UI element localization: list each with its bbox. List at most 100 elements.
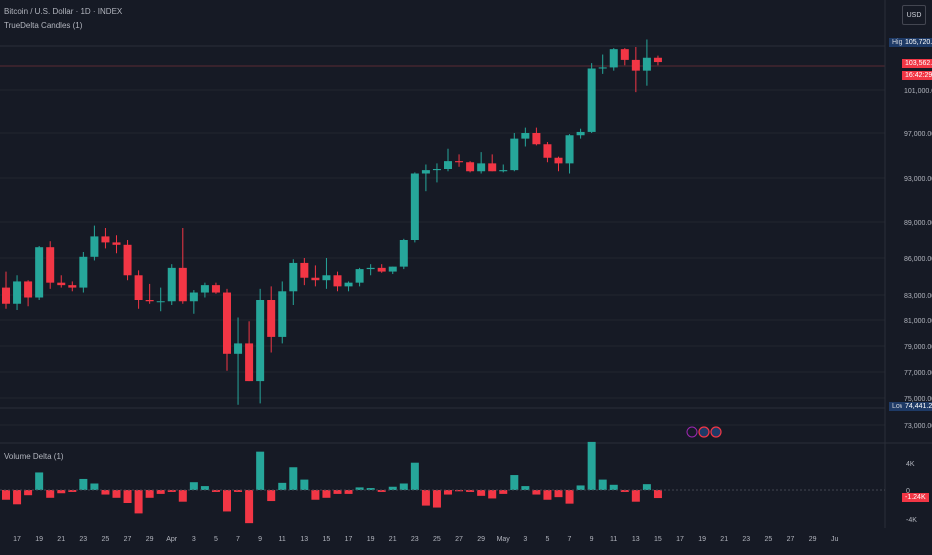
volume-bar — [278, 482, 287, 490]
volume-tick-label: 0 — [906, 488, 910, 495]
volume-bar — [189, 482, 198, 490]
candle-body — [256, 300, 265, 382]
candle-body — [2, 287, 10, 304]
price-tick-label: 81,000.00 — [904, 318, 932, 325]
x-tick-label: 9 — [590, 536, 594, 543]
x-tick-label: 19 — [698, 536, 706, 543]
x-tick-label: Apr — [166, 536, 178, 543]
x-tick-label: Ju — [831, 536, 839, 543]
volume-bar — [223, 490, 231, 512]
event-marker-icon — [686, 426, 698, 438]
volume-bar — [510, 475, 519, 490]
price-tick-label: 97,000.00 — [904, 131, 932, 138]
x-tick-label: 19 — [35, 536, 43, 543]
symbol-title[interactable]: Bitcoin / U.S. Dollar · 1D · INDEX — [4, 7, 123, 16]
x-tick-label: 21 — [389, 536, 397, 543]
candle-body — [455, 161, 464, 163]
price-tick-label: 93,000.00 — [904, 176, 932, 183]
price-tick-label: 79,000.00 — [904, 344, 932, 351]
price-tick-label: 73,000.00 — [904, 423, 932, 430]
indicator-label[interactable]: TrueDelta Candles (1) — [4, 21, 83, 30]
volume-bar — [399, 483, 408, 490]
candle-body — [333, 275, 342, 287]
x-tick-label: 23 — [742, 536, 750, 543]
volume-bar — [598, 479, 607, 490]
price-tick-label: 86,000.00 — [904, 256, 932, 263]
volume-bar — [46, 490, 55, 498]
candle-body — [134, 275, 143, 300]
volume-bar — [167, 490, 176, 492]
candle-body — [399, 240, 408, 267]
volume-bar — [156, 490, 165, 494]
candle-body — [112, 242, 121, 245]
x-tick-label: 23 — [411, 536, 419, 543]
candle-body — [311, 277, 320, 281]
x-tick-label: 5 — [545, 536, 549, 543]
low-label-tag: Low — [889, 402, 908, 411]
volume-bar — [355, 487, 364, 490]
candle-body — [145, 300, 154, 302]
x-tick-label: 3 — [192, 536, 196, 543]
x-tick-label: 13 — [632, 536, 640, 543]
volume-bar — [631, 490, 640, 502]
current-price-tag: 103,562.89 — [902, 59, 932, 68]
candle-body — [123, 244, 132, 276]
volume-bar — [256, 451, 265, 490]
candle-body — [565, 135, 574, 164]
candle-body — [642, 57, 651, 71]
x-tick-label: 17 — [345, 536, 353, 543]
candle-body — [278, 291, 287, 337]
volume-bar — [134, 490, 143, 514]
volume-bar — [300, 479, 309, 490]
candle-body — [101, 236, 110, 243]
x-tick-label: 25 — [765, 536, 773, 543]
high-label-tag: High — [889, 38, 910, 47]
x-tick-label: 3 — [523, 536, 527, 543]
volume-bar — [123, 490, 132, 503]
candle-body — [57, 282, 66, 286]
volume-bar — [642, 484, 651, 490]
volume-bar — [587, 441, 596, 490]
x-tick-label: 27 — [455, 536, 463, 543]
volume-bar — [311, 490, 320, 500]
x-tick-label: 5 — [214, 536, 218, 543]
volume-bar — [90, 483, 99, 490]
volume-bar — [245, 490, 254, 524]
price-tick-label: 101,000.00 — [904, 88, 932, 95]
volume-bar — [211, 490, 220, 492]
x-tick-label: 25 — [102, 536, 110, 543]
currency-button[interactable]: USD — [902, 5, 926, 25]
x-tick-label: 7 — [236, 536, 240, 543]
candle-body — [267, 300, 276, 337]
candle-body — [488, 163, 497, 172]
candle-body — [432, 169, 441, 171]
volume-bar — [377, 490, 386, 492]
candle-body — [609, 49, 618, 68]
high-value-tag: 105,720.54 — [902, 38, 932, 47]
x-tick-label: 17 — [13, 536, 21, 543]
candle-body — [167, 267, 176, 302]
flag-event-icon — [710, 426, 722, 438]
volume-bar — [488, 490, 497, 499]
candle-body — [620, 49, 629, 60]
candle-body — [189, 292, 198, 302]
volume-bar — [2, 490, 10, 500]
volume-bar — [421, 490, 430, 506]
volume-bar — [444, 490, 452, 495]
volume-bar — [101, 490, 110, 495]
volume-bar — [24, 490, 33, 496]
volume-pane-label[interactable]: Volume Delta (1) — [4, 452, 64, 461]
volume-bar — [366, 488, 375, 490]
candle-body — [156, 301, 165, 303]
candle-body — [421, 170, 430, 174]
price-tick-label: 89,000.00 — [904, 220, 932, 227]
candle-body — [466, 162, 475, 172]
candle-body — [543, 144, 552, 158]
volume-bar — [13, 490, 22, 505]
price-tick-label: 75,000.00 — [904, 396, 932, 403]
x-tick-label: 27 — [124, 536, 132, 543]
countdown-tag: 16:42:29 — [902, 71, 932, 80]
x-tick-label: 15 — [654, 536, 662, 543]
candle-body — [24, 281, 33, 298]
